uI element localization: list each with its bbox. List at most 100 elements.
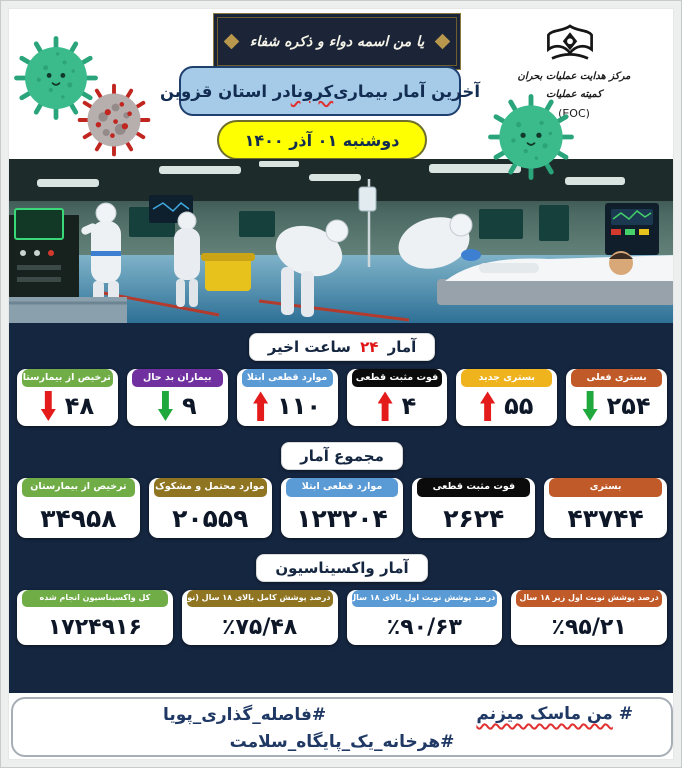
stat-value: ۱۷۲۴۹۱۶ — [47, 614, 142, 640]
stat-card-label: فوت مثبت قطعی — [351, 369, 443, 388]
title-text-before: آخرین آمار بیماری — [333, 81, 480, 101]
stat-card: فوت مثبت قطعی ۴ — [346, 369, 448, 427]
title-text-corona: کرونا — [290, 81, 334, 101]
stat-card-body: ٪۷۵/۴۸ — [182, 607, 338, 642]
trend-arrow-icon — [377, 391, 393, 422]
stat-card: موارد قطعی ابتلا ۱۲۳۲۰۴ — [280, 478, 404, 538]
stat-card-label: موارد قطعی ابتلا — [285, 478, 399, 497]
stat-card-body: ۴ — [347, 387, 448, 423]
stat-card-label: موارد قطعی ابتلا — [241, 369, 333, 388]
stat-card: ترخیص از بیمارستان ۴۸ — [17, 369, 118, 427]
green-virus-icon — [488, 94, 574, 180]
stat-card-body: ٪۹۵/۲۱ — [511, 607, 667, 642]
gold-diamond-icon — [223, 33, 240, 50]
red-virus-icon — [77, 83, 151, 157]
stat-card-label: کل واکسیناسیون انجام شده — [22, 589, 168, 607]
stat-card-label: ترخیص از بیمارستان — [22, 478, 135, 497]
stat-card-label: بستری فعلی — [571, 369, 662, 388]
recent-stats-row: بستری فعلی ۲۵۴ بستری جدید ۵۵ — [17, 369, 667, 427]
hashtag-footer: # من ماسک میزنم #فاصله_گذاری_پویا #هرخان… — [11, 697, 673, 757]
calligraphy-banner: یا من اسمه دواء و ذکره شفاء — [213, 13, 461, 70]
stat-card-body: ۱۱۰ — [237, 387, 338, 423]
trend-arrow-icon — [158, 391, 173, 421]
stat-card-label: درصد پوشش نوبت اول بالای ۱۸ سال — [351, 589, 498, 607]
stat-card-body: ٪۹۰/۶۳ — [347, 607, 503, 642]
stat-card-body: ۳۴۹۵۸ — [17, 497, 140, 535]
page-title: آخرین آمار بیماری کرونا در استان قزوین — [160, 66, 480, 116]
stat-card: بستری فعلی ۲۵۴ — [566, 369, 667, 427]
heading-24h-number: ۲۴ — [360, 338, 379, 356]
stat-card-label: بستری جدید — [461, 369, 553, 388]
stat-card-label: ترخیص از بیمارستان — [22, 369, 113, 388]
total-stats-row: بستری ۴۳۷۴۴ فوت مثبت قطعی ۲۶۲۴ موا — [17, 478, 667, 538]
section-heading-vaccination: آمار واکسیناسیون — [256, 553, 428, 582]
infographic-content: یا من اسمه دواء و ذکره شفاء — [8, 8, 674, 760]
logo-script-line-2: کمیته عملیات — [546, 89, 602, 100]
stat-card-body: ۹ — [127, 387, 228, 423]
hashtag-mask-text: من ماسک میزنم — [476, 704, 613, 724]
stat-value: ۲۵۴ — [606, 392, 651, 421]
section-heading-totals: مجموع آمار — [281, 442, 403, 471]
stat-card-body: ۴۸ — [17, 387, 118, 423]
stat-card: بستری ۴۳۷۴۴ — [544, 478, 667, 538]
trend-arrow-icon — [41, 391, 56, 421]
stat-value: ۵۵ — [504, 392, 534, 421]
stat-card: موارد محتمل و مشکوک ابتلا ۲۰۵۵۹ — [148, 478, 272, 538]
stat-value: ۱۱۰ — [277, 392, 322, 421]
section-heading-24h: آمار ۲۴ ساعت اخیر — [248, 333, 436, 361]
heading-24h-suffix: ساعت اخیر — [267, 338, 351, 356]
stat-card: بستری جدید ۵۵ — [456, 369, 558, 427]
banner-calligraphy: یا من اسمه دواء و ذکره شفاء — [249, 33, 425, 50]
stat-card: کل واکسیناسیون انجام شده ۱۷۲۴۹۱۶ — [17, 589, 173, 645]
stat-card: ترخیص از بیمارستان ۳۴۹۵۸ — [17, 478, 140, 538]
date-badge: دوشنبه ۰۱ آذر ۱۴۰۰ — [217, 120, 427, 160]
stat-value: ٪۹۰/۶۳ — [386, 614, 462, 640]
hashtag-distancing: #فاصله_گذاری_پویا — [163, 705, 327, 725]
green-virus-icon — [14, 36, 98, 120]
stat-value: ٪۷۵/۴۸ — [222, 614, 298, 640]
stat-card-body: ۲۵۴ — [566, 387, 667, 423]
stat-value: ۱۲۳۲۰۴ — [296, 503, 388, 533]
hashtag-mask-hash: # — [612, 704, 633, 724]
stat-value: ۲۰۵۵۹ — [172, 503, 249, 533]
heading-24h-prefix: آمار — [387, 338, 417, 356]
stat-value: ٪۹۵/۲۱ — [551, 614, 627, 640]
vaccination-stats-row: درصد پوشش نوبت اول زیر ۱۸ سال ٪۹۵/۲۱ درص… — [17, 589, 667, 645]
stat-card-label: درصد پوشش کامل بالای ۱۸ سال (نوبت اول و … — [186, 589, 333, 607]
logo-script-line-1: مرکز هدایت عملیات بحران — [517, 71, 631, 82]
hashtag-line-1: # من ماسک میزنم #فاصله_گذاری_پویا — [13, 704, 671, 731]
stat-card-body: ۲۰۵۵۹ — [149, 497, 272, 535]
stat-card: بیماران بد حال ۹ — [126, 369, 228, 427]
stat-value: ۲۶۲۴ — [443, 503, 505, 533]
trend-arrow-icon — [583, 391, 598, 421]
stats-panel: آمار ۲۴ ساعت اخیر بستری فعلی ۲۵۴ — [9, 323, 673, 693]
stat-card: فوت مثبت قطعی ۲۶۲۴ — [412, 478, 536, 538]
stat-card-body: ۱۷۲۴۹۱۶ — [17, 607, 173, 642]
stat-card: درصد پوشش نوبت اول بالای ۱۸ سال ٪۹۰/۶۳ — [346, 589, 503, 645]
health-ministry-emblem — [547, 24, 593, 60]
hashtag-mask: # من ماسک میزنم — [476, 704, 633, 724]
stat-card-label: بستری — [549, 478, 662, 497]
trend-arrow-icon — [253, 391, 269, 422]
stat-card-label: فوت مثبت قطعی — [417, 478, 531, 497]
stat-card-body: ۲۶۲۴ — [412, 497, 535, 535]
trend-arrow-icon — [480, 391, 496, 422]
stat-card: درصد پوشش نوبت اول زیر ۱۸ سال ٪۹۵/۲۱ — [511, 589, 667, 645]
stat-value: ۴۳۷۴۴ — [567, 503, 644, 533]
stat-card: درصد پوشش کامل بالای ۱۸ سال (نوبت اول و … — [181, 589, 338, 645]
stat-card-body: ۴۳۷۴۴ — [544, 497, 667, 535]
stat-value: ۳۴۹۵۸ — [40, 503, 117, 533]
hashtag-line-2: #هرخانه_یک_پایگاه_سلامت — [13, 732, 671, 752]
stat-card-body: ۵۵ — [456, 387, 557, 423]
icu-photo — [9, 159, 673, 323]
stat-card-label: موارد محتمل و مشکوک ابتلا — [153, 478, 267, 497]
title-text-after: در استان قزوین — [160, 81, 291, 101]
stat-value: ۴ — [401, 392, 417, 421]
stat-value: ۴۸ — [64, 392, 95, 421]
stat-card-body: ۱۲۳۲۰۴ — [281, 497, 404, 535]
stat-value: ۹ — [181, 392, 197, 421]
stat-card: موارد قطعی ابتلا ۱۱۰ — [236, 369, 338, 427]
hashtag-home-base: #هرخانه_یک_پایگاه_سلامت — [229, 732, 455, 752]
gold-diamond-icon — [434, 33, 451, 50]
